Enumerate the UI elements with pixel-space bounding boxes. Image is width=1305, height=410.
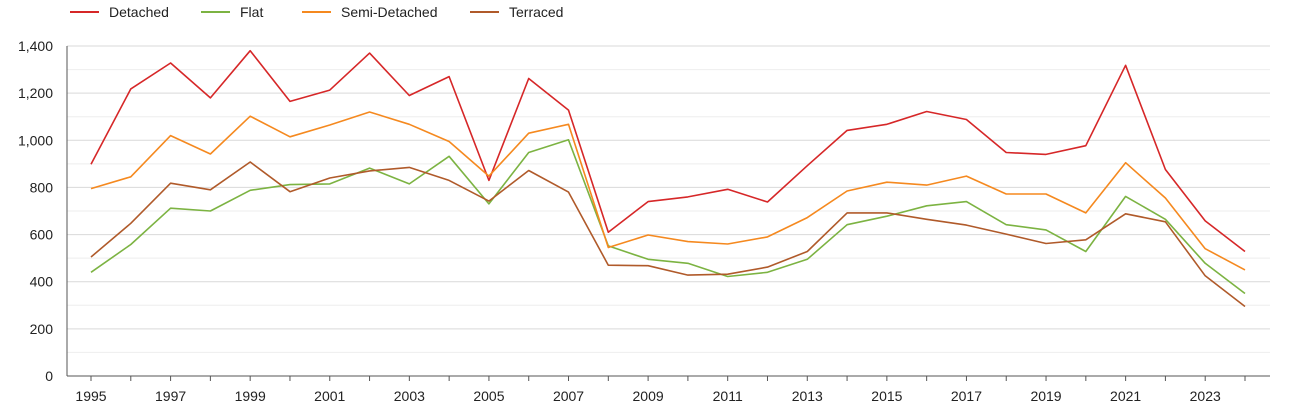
x-tick-label: 2011 — [713, 388, 743, 404]
series-line-semi-detached — [90, 111, 1246, 271]
legend-item: Terraced — [470, 4, 563, 20]
legend-label: Terraced — [509, 4, 563, 20]
x-tick-label: 2009 — [633, 388, 664, 404]
y-tick-label: 200 — [30, 321, 54, 337]
series-line-flat — [90, 139, 1246, 295]
y-tick-label: 800 — [30, 179, 54, 195]
y-tick-label: 1,000 — [18, 132, 53, 148]
x-tick-label: 2013 — [792, 388, 823, 404]
series-line-terraced — [90, 161, 1246, 308]
legend-item: Semi-Detached — [302, 4, 438, 20]
series-line-detached — [90, 49, 1246, 253]
legend-item: Detached — [70, 4, 169, 20]
x-tick-label: 2001 — [314, 388, 345, 404]
x-tick-label: 2015 — [871, 388, 902, 404]
series-layer — [90, 49, 1246, 308]
x-tick-label: 1995 — [75, 388, 106, 404]
x-tick-label: 2019 — [1030, 388, 1061, 404]
y-tick-label: 0 — [45, 368, 53, 384]
y-tick-label: 400 — [30, 274, 54, 290]
x-tick-label: 1997 — [155, 388, 186, 404]
legend-label: Detached — [109, 4, 169, 20]
x-tick-label: 2003 — [394, 388, 425, 404]
y-tick-label: 1,200 — [18, 85, 53, 101]
y-axis: 0 200 400 600 800 1,000 1,200 1,400 — [18, 38, 68, 384]
y-tick-label: 1,400 — [18, 38, 53, 54]
x-axis: 1995 1997 1999 2001 2003 2005 2007 2009 2011 2013… — [67, 375, 1270, 404]
x-tick-label: 1999 — [235, 388, 266, 404]
legend: Detached Flat Semi-Detached Terraced — [70, 4, 563, 20]
legend-label: Semi-Detached — [341, 4, 438, 20]
x-tick-label: 2005 — [473, 388, 504, 404]
legend-label: Flat — [240, 4, 263, 20]
legend-item: Flat — [201, 4, 263, 20]
x-tick-label: 2017 — [951, 388, 982, 404]
y-tick-label: 600 — [30, 227, 54, 243]
x-tick-label: 2021 — [1110, 388, 1141, 404]
x-tick-label: 2007 — [553, 388, 584, 404]
x-tick-label: 2023 — [1190, 388, 1221, 404]
